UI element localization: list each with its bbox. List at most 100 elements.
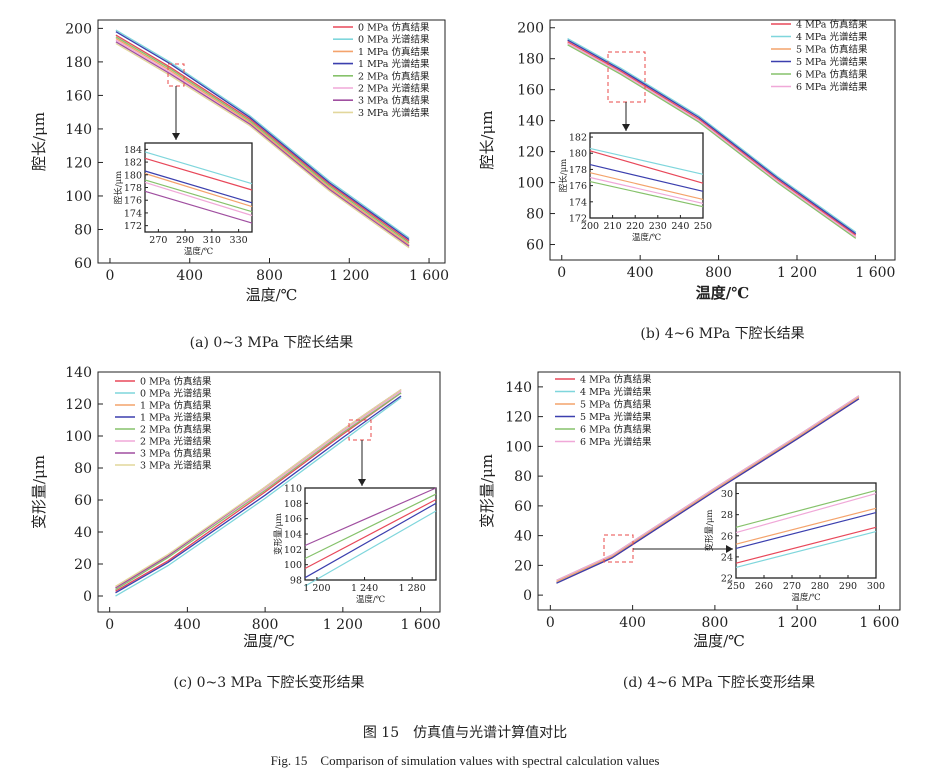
inset-y-tick-label: 98: [290, 576, 302, 587]
inset-series-line: [144, 157, 253, 191]
series-line: [115, 397, 402, 597]
y-tick-label: 80: [74, 461, 92, 477]
inset-x-tick-label: 240: [671, 221, 689, 232]
y-tick-label: 140: [517, 114, 544, 130]
inset-y-tick-label: 102: [284, 545, 302, 556]
zoom-arrow-head: [622, 124, 630, 131]
inset-y-axis-label: 腔长/μm: [113, 171, 124, 204]
inset-y-tick-label: 30: [721, 489, 733, 500]
x-tick-label: 0: [546, 615, 555, 631]
x-tick-label: 0: [105, 617, 114, 633]
inset-x-tick-label: 290: [839, 581, 857, 592]
y-tick-label: 60: [74, 493, 92, 509]
inset-x-axis-label: 温度/℃: [356, 594, 385, 605]
legend-label: 2 MPa 光谱结果: [140, 436, 212, 448]
inset-x-axis-label: 温度/℃: [791, 592, 820, 603]
legend-label: 3 MPa 仿真结果: [358, 95, 430, 107]
series-line: [115, 392, 402, 591]
inset-x-tick-label: 260: [755, 581, 773, 592]
y-tick-label: 60: [514, 499, 532, 515]
inset-series-line: [589, 176, 704, 204]
y-tick-label: 60: [526, 238, 544, 254]
series-line: [115, 392, 402, 592]
inset-y-tick-label: 172: [569, 214, 587, 225]
chart-a: 0 400 800 1 200 1 600 60 80 100 120 140 160 180 200 温…: [30, 19, 449, 351]
legend-label: 1 MPa 仿真结果: [140, 400, 212, 412]
legend-label: 0 MPa 仿真结果: [358, 22, 430, 34]
series-line: [567, 41, 857, 236]
inset-series-line: [589, 181, 704, 208]
series-line: [115, 37, 410, 246]
inset-series-line: [304, 510, 437, 587]
inset-d: 250 260 270 280 290 300 22 24 26 28 30 温度/℃ 变形量/μm: [704, 482, 885, 603]
legend-label: 6 MPa 光谱结果: [796, 81, 868, 93]
inset-series-line: [735, 507, 877, 545]
inset-x-tick-label: 290: [176, 235, 194, 246]
series-line: [556, 396, 860, 583]
legend-label: 2 MPa 光谱结果: [358, 83, 430, 95]
x-tick-label: 1 600: [859, 615, 899, 631]
x-tick-label: 400: [627, 265, 654, 281]
inset-series-line: [144, 172, 253, 208]
y-tick-label: 180: [65, 55, 92, 71]
inset-x-tick-label: 300: [867, 581, 885, 592]
chart-d: 0 400 800 1 200 1 600 0 20 40 60 80 100 120 140 温度/℃ 变…: [478, 371, 901, 691]
inset-y-tick-label: 26: [721, 531, 733, 542]
y-tick-label: 80: [514, 469, 532, 485]
inset-series-line: [735, 526, 877, 564]
inset-y-tick-label: 100: [284, 560, 302, 571]
inset-y-axis-label: 腔长/μm: [558, 159, 569, 192]
inset-series-line: [304, 487, 437, 547]
x-tick-label: 1 200: [329, 268, 369, 284]
inset-x-tick-label: 1 240: [351, 583, 378, 594]
subplot-title: (b) 4~6 MPa 下腔长结果: [640, 326, 804, 342]
inset-y-tick-label: 176: [569, 181, 587, 192]
inset-x-tick-label: 220: [626, 221, 644, 232]
inset-frame: [589, 132, 704, 219]
legend-label: 4 MPa 光谱结果: [796, 31, 868, 43]
y-tick-label: 160: [517, 83, 544, 99]
x-tick-label: 1 600: [855, 265, 895, 281]
inset-series-line: [144, 170, 253, 204]
legend-label: 4 MPa 光谱结果: [580, 386, 652, 398]
series-line: [556, 395, 860, 581]
inset-y-tick-label: 182: [569, 133, 587, 144]
inset-y-tick-label: 176: [124, 196, 142, 207]
figure-caption-cn: 图 15 仿真值与光谱计算值对比: [362, 725, 568, 741]
x-tick-label: 1 200: [777, 615, 817, 631]
inset-series-line: [589, 172, 704, 200]
x-axis-label: 温度/℃: [243, 632, 295, 650]
legend-label: 3 MPa 光谱结果: [140, 460, 212, 472]
inset-series-line: [304, 502, 437, 579]
inset-y-axis-label: 变形量/μm: [273, 513, 284, 555]
inset-y-tick-label: 178: [569, 165, 587, 176]
x-tick-label: 800: [702, 615, 729, 631]
y-tick-label: 100: [505, 439, 532, 455]
y-tick-label: 100: [65, 429, 92, 445]
x-tick-label: 1 600: [401, 617, 441, 633]
inset-y-axis-label: 变形量/μm: [704, 510, 715, 552]
chart-c: 0 400 800 1 200 1 600 0 20 40 60 80 100 120 140 温度/℃ 变…: [30, 365, 441, 691]
figure-caption-en: Fig. 15 Comparison of simulation values …: [270, 753, 660, 768]
inset-y-tick-label: 178: [124, 183, 142, 194]
x-tick-label: 800: [256, 268, 283, 284]
legend-label: 5 MPa 仿真结果: [580, 399, 652, 411]
y-tick-label: 140: [65, 122, 92, 138]
x-tick-label: 400: [619, 615, 646, 631]
inset-y-tick-label: 108: [284, 499, 302, 510]
inset-x-tick-label: 280: [811, 581, 829, 592]
legend-label: 5 MPa 光谱结果: [580, 411, 652, 423]
inset-x-axis-label: 温度/℃: [184, 246, 213, 257]
inset-y-tick-label: 172: [124, 221, 142, 232]
inset-series-line: [304, 493, 437, 560]
series-line: [115, 389, 402, 587]
inset-y-tick-label: 180: [569, 149, 587, 160]
inset-series-line: [735, 489, 877, 528]
y-tick-label: 100: [517, 176, 544, 192]
inset-x-tick-label: 200: [581, 221, 599, 232]
series-line: [115, 29, 410, 239]
legend-label: 6 MPa 仿真结果: [796, 69, 868, 81]
inset-series-line: [589, 164, 704, 192]
inset-series-line: [735, 531, 877, 568]
series-line: [115, 395, 402, 594]
